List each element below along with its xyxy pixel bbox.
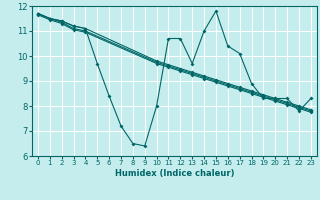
X-axis label: Humidex (Indice chaleur): Humidex (Indice chaleur)	[115, 169, 234, 178]
